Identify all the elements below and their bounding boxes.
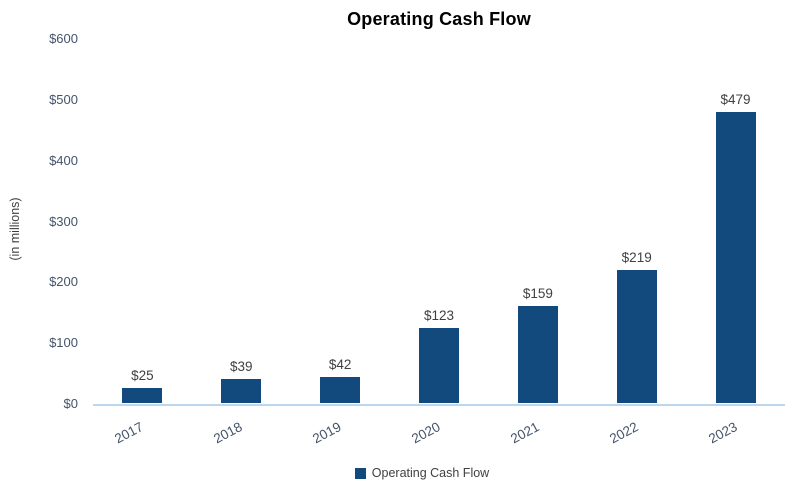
y-tick-label: $400 — [49, 152, 78, 168]
legend-label: Operating Cash Flow — [371, 466, 490, 480]
data-label: $42 — [328, 357, 352, 373]
bar-2023 — [715, 111, 756, 403]
data-label: $219 — [621, 249, 652, 265]
data-label: $25 — [131, 367, 154, 383]
bar-2018 — [221, 379, 262, 403]
y-tick-label: $0 — [63, 396, 78, 411]
legend: Operating Cash Flow — [93, 466, 785, 480]
data-label: $159 — [522, 286, 553, 302]
data-label: $39 — [230, 359, 253, 375]
y-tick-label: $600 — [49, 31, 78, 46]
y-tick-label: $100 — [49, 335, 78, 351]
x-tick-label: 2022 — [606, 419, 641, 447]
bar-2020 — [419, 328, 459, 403]
x-tick-label: 2020 — [409, 419, 443, 447]
y-tick-label: $200 — [49, 274, 78, 290]
x-tick-label: 2017 — [112, 419, 147, 447]
data-label: $479 — [720, 91, 751, 107]
x-tick-label: 2021 — [507, 419, 542, 447]
bar-2019 — [320, 377, 361, 403]
legend-item: Operating Cash Flow — [354, 466, 490, 480]
bar-2022 — [616, 269, 657, 403]
bar-2021 — [517, 306, 558, 403]
legend-swatch-icon — [354, 467, 366, 479]
y-tick-label: $300 — [49, 213, 78, 229]
data-label: $123 — [423, 308, 455, 324]
x-tick-label: 2019 — [310, 419, 344, 447]
x-tick-label: 2023 — [705, 419, 740, 447]
chart-title: Operating Cash Flow — [347, 9, 531, 29]
y-tick-label: $500 — [49, 91, 78, 107]
x-tick-label: 2018 — [211, 419, 245, 447]
bar-2017 — [122, 387, 163, 403]
x-axis-line — [93, 403, 785, 406]
